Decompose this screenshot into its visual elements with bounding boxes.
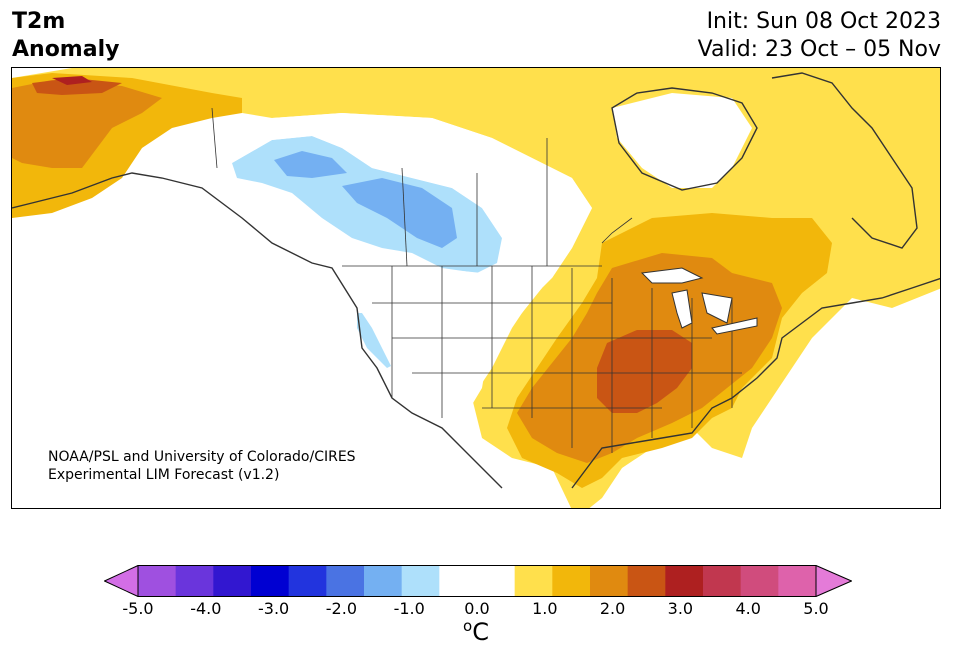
colorbar-segment	[213, 565, 252, 597]
colorbar-segment	[326, 565, 365, 597]
colorbar-segment	[816, 565, 852, 597]
colorbar-segment	[590, 565, 629, 597]
colorbar-segment	[665, 565, 704, 597]
colorbar-unit: oC	[463, 617, 489, 646]
colorbar-segment	[175, 565, 214, 597]
colorbar-segment	[778, 565, 817, 597]
colorbar	[104, 565, 852, 597]
colorbar-tick-label: -4.0	[190, 599, 222, 618]
colorbar-segment	[104, 565, 138, 597]
colorbar-tick-label: 2.0	[599, 599, 626, 618]
colorbar-segment	[514, 565, 553, 597]
cold-anomaly-core	[274, 151, 457, 248]
colorbar-outline	[137, 565, 817, 597]
colorbar-segment	[627, 565, 666, 597]
colorbar-segment	[552, 565, 591, 597]
map-canvas	[12, 68, 940, 508]
colorbar-segment	[364, 565, 403, 597]
political-borders	[211, 107, 742, 453]
colorbar-segment	[251, 565, 290, 597]
colorbar-tick-label: 4.0	[735, 599, 761, 618]
anomaly-map	[11, 67, 941, 509]
neutral-canada	[212, 113, 592, 278]
colorbar-tick-label: -5.0	[122, 599, 154, 618]
colorbar-tick-label: 0.0	[464, 599, 490, 618]
title-line-2: Anomaly	[12, 37, 120, 62]
colorbar-left-arrow	[104, 565, 139, 597]
colorbar-tick-label: -3.0	[257, 599, 290, 618]
colorbar-tick-label: 1.0	[532, 599, 558, 618]
neutral-hudson-bay	[612, 93, 752, 188]
neutral-west-us	[332, 248, 542, 423]
map-title: T2m Anomaly	[12, 8, 119, 64]
valid-date: Valid: 23 Oct – 05 Nov	[697, 37, 941, 62]
warm-anomaly-alaska-peak	[52, 76, 92, 85]
title-line-1: T2m	[12, 9, 66, 34]
colorbar-tick-label: 3.0	[667, 599, 694, 618]
credit-line-1: NOAA/PSL and University of Colorado/CIRE…	[48, 449, 356, 465]
credit-line-2: Experimental LIM Forecast (v1.2)	[48, 467, 280, 483]
colorbar-segment	[740, 565, 779, 597]
colorbar-segment	[439, 565, 478, 597]
forecast-dates: Init: Sun 08 Oct 2023 Valid: 23 Oct – 05…	[698, 8, 941, 64]
colorbar-tick-label: -2.0	[325, 599, 357, 618]
colorbar-segment	[477, 565, 516, 597]
warm-anomaly-alaska-inner	[12, 80, 162, 168]
init-date: Init: Sun 08 Oct 2023	[706, 9, 941, 34]
credit-text: NOAA/PSL and University of Colorado/CIRE…	[48, 448, 356, 484]
great-lakes	[640, 267, 758, 335]
colorbar-segment	[138, 565, 177, 597]
colorbar-segments	[104, 565, 852, 597]
colorbar-tick-label: -1.0	[393, 599, 425, 618]
warm-anomaly-core	[597, 330, 692, 413]
colorbar-segment	[401, 565, 440, 597]
colorbar-right-arrow	[815, 565, 852, 597]
unit-superscript: o	[463, 617, 473, 635]
warm-anomaly-alaska-core	[32, 78, 122, 95]
colorbar-segment	[288, 565, 327, 597]
colorbar-tick-label: 5.0	[803, 599, 829, 618]
unit-label: C	[472, 618, 489, 646]
coastlines	[12, 72, 940, 489]
colorbar-segment	[703, 565, 742, 597]
